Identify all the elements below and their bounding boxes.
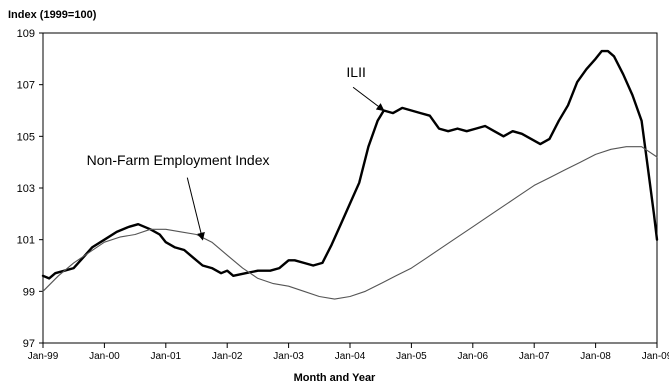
y-tick-label: 101 [17,235,35,247]
y-tick-label: 107 [17,80,35,92]
y-axis-title: Index (1999=100) [8,9,97,21]
y-tick-label: 97 [23,338,35,350]
y-tick-label: 99 [23,286,35,298]
x-tick-label: Jan-04 [335,351,366,362]
y-tick-label: 103 [17,183,35,195]
x-tick-label: Jan-07 [519,351,550,362]
x-tick-label: Jan-03 [273,351,304,362]
x-tick-label: Jan-09 [642,351,669,362]
annotation-arrow-ilii [352,86,385,112]
y-tick-label: 109 [17,28,35,40]
annotation-label-non-farm-employment-index: Non-Farm Employment Index [87,152,270,168]
series-line-non-farm-employment-index [42,146,658,300]
annotation-label-ilii: ILII [346,64,365,80]
x-tick-label: Jan-05 [396,351,427,362]
x-tick-label: Jan-00 [89,351,120,362]
y-tick-label: 105 [17,131,35,143]
x-tick-label: Jan-06 [458,351,489,362]
x-tick-label: Jan-02 [212,351,243,362]
x-axis-title: Month and Year [293,372,376,384]
annotation-arrow-non-farm-employment-index [186,177,205,241]
x-tick-label: Jan-08 [580,351,611,362]
x-tick-label: Jan-01 [151,351,182,362]
x-tick-label: Jan-99 [28,351,59,362]
series-line-ilii [41,49,659,280]
